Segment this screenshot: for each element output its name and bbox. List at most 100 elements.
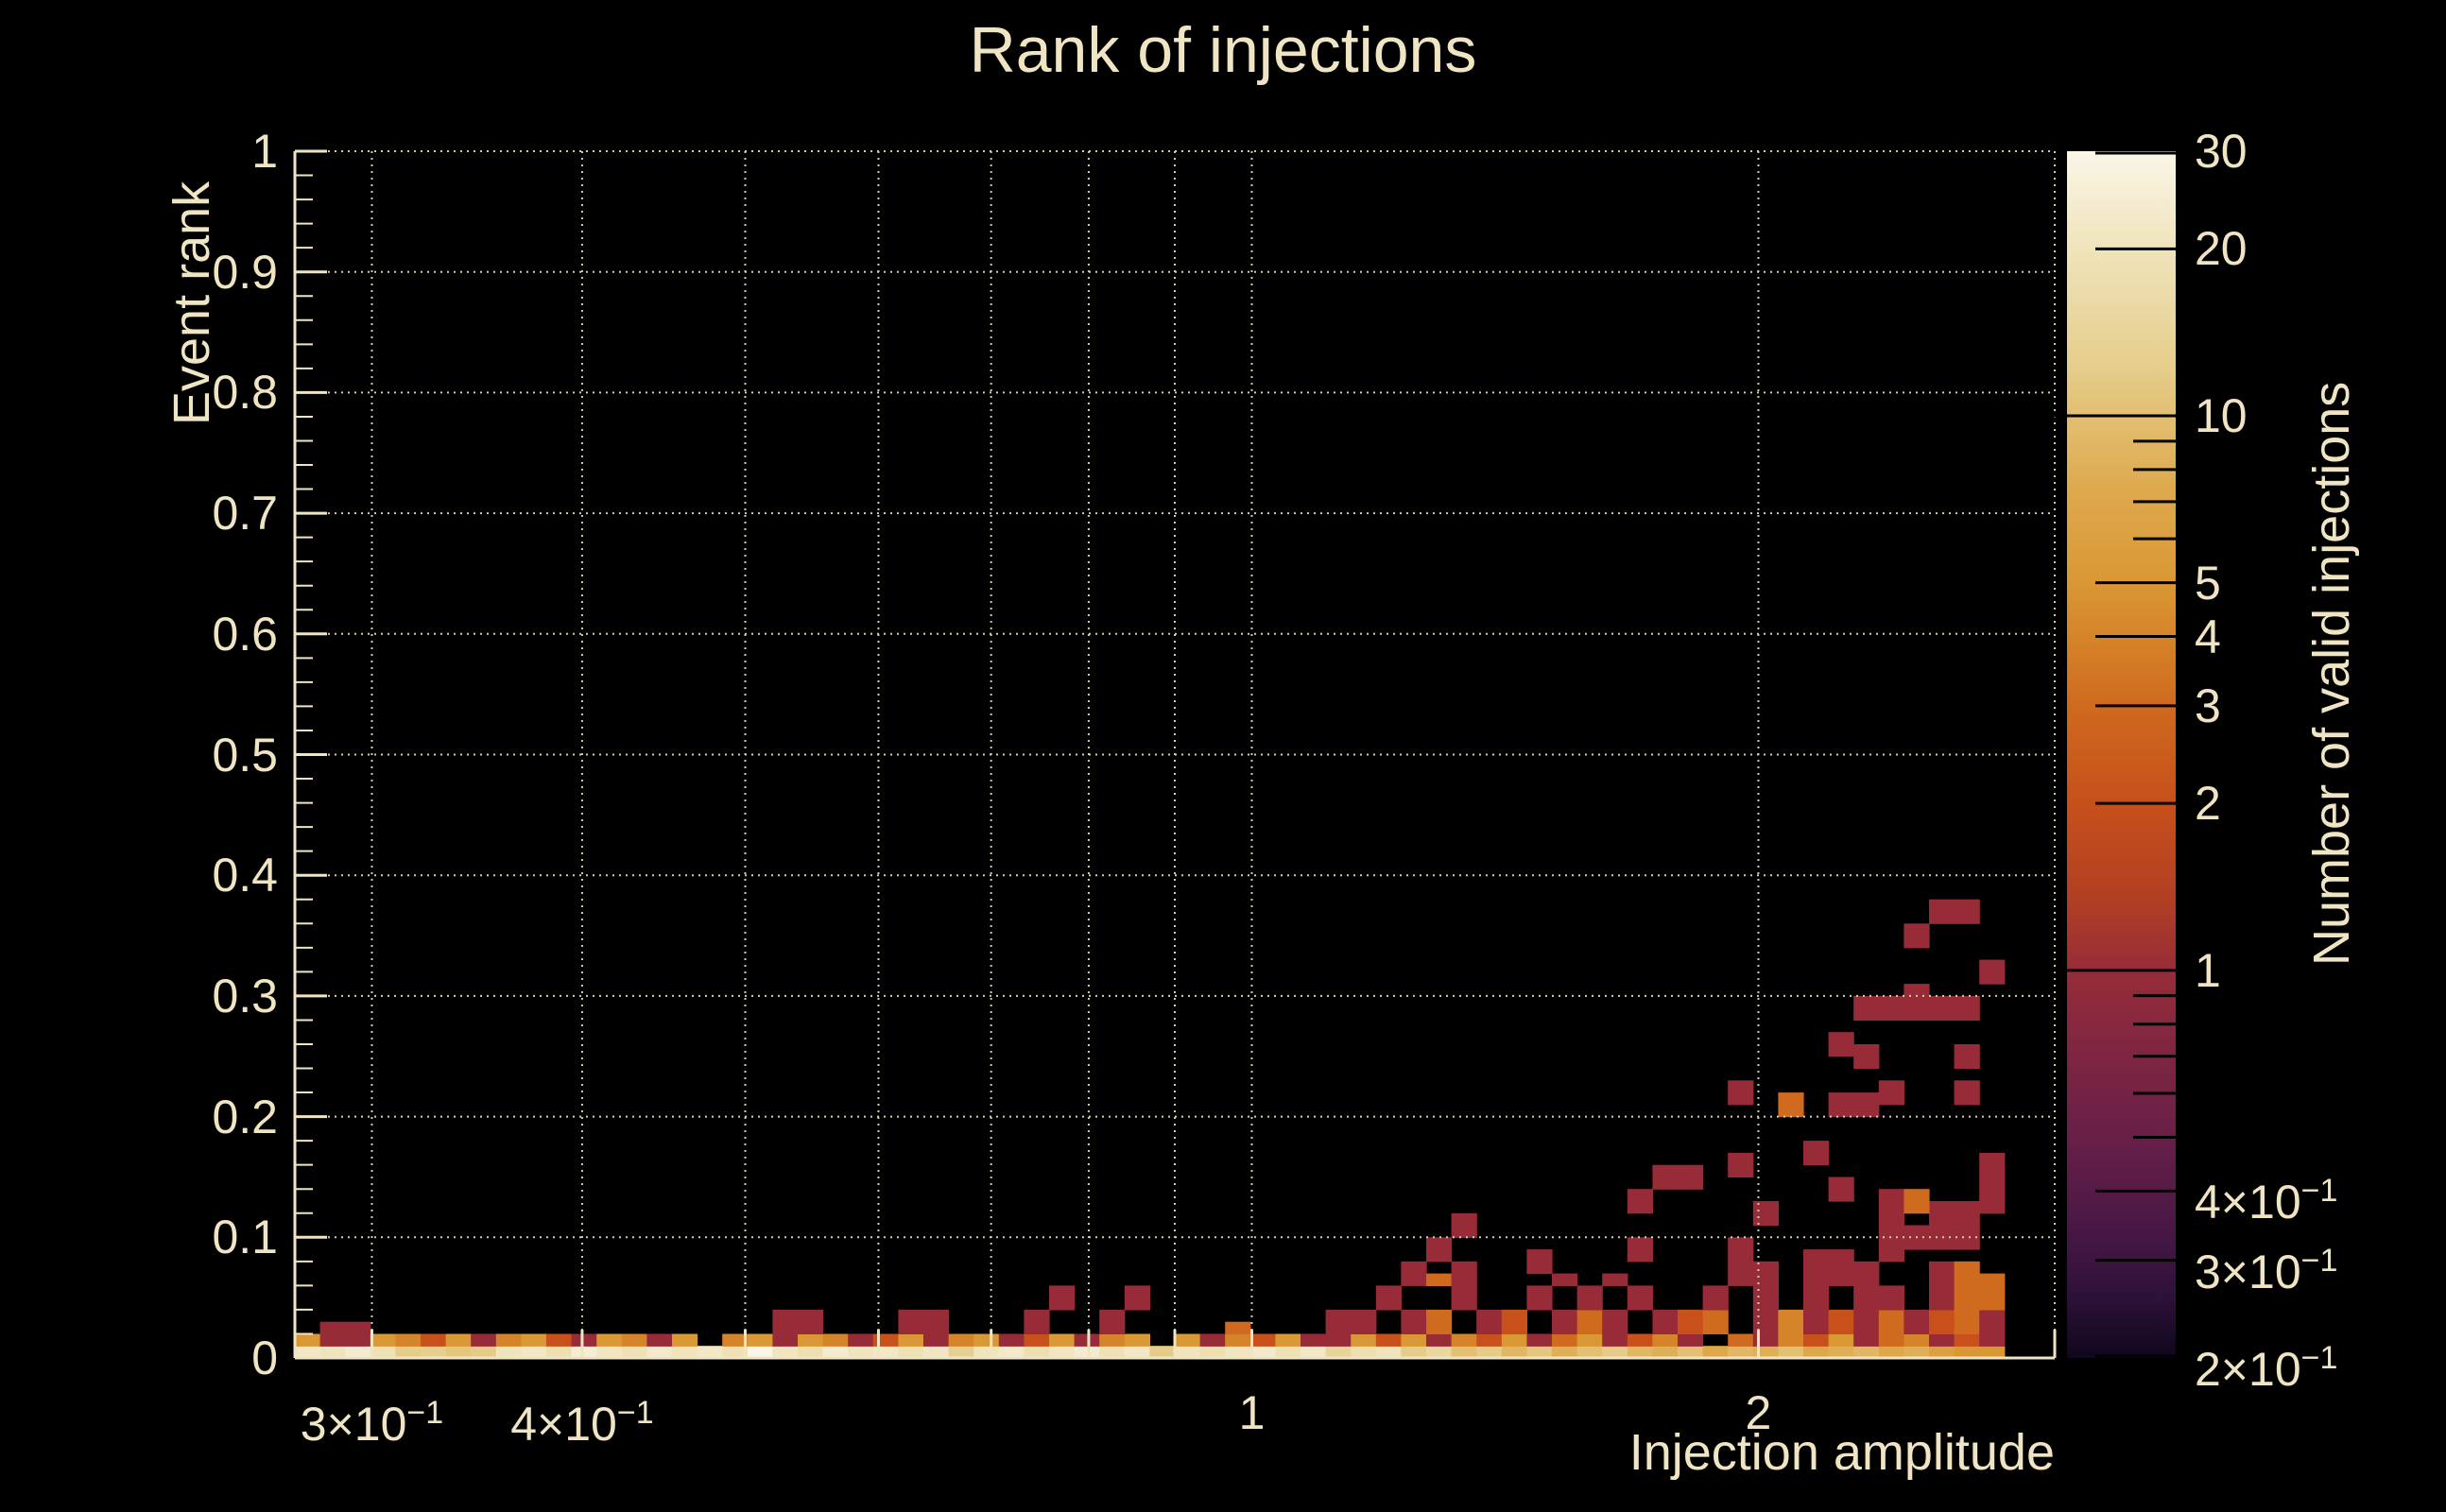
heatmap-cell <box>772 1309 799 1334</box>
heatmap-cell <box>395 1333 422 1347</box>
heatmap-cell <box>1954 1333 1980 1347</box>
heatmap-cell <box>1375 1285 1402 1311</box>
heatmap-cell <box>1249 1346 1276 1359</box>
heatmap-cell <box>1878 1212 1904 1238</box>
x-tick-label: 3×10−1 <box>300 1395 444 1451</box>
heatmap-cell <box>1728 1152 1754 1177</box>
heatmap-cell <box>1853 1285 1880 1311</box>
heatmap-cell <box>1526 1285 1553 1311</box>
heatmap-cell <box>1828 1177 1854 1202</box>
heatmap-cell <box>1954 1044 1980 1070</box>
heatmap-cell <box>1979 1273 2006 1286</box>
heatmap-cell <box>1702 1309 1729 1334</box>
heatmap-cell <box>495 1346 522 1359</box>
heatmap-cell <box>822 1346 849 1359</box>
z-tick-label: 1 <box>2195 943 2221 997</box>
heatmap-cell <box>898 1309 924 1334</box>
heatmap-cell <box>1778 1333 1804 1347</box>
heatmap-cell <box>1501 1309 1527 1334</box>
heatmap-cell <box>1249 1333 1276 1347</box>
heatmap-cell <box>1602 1333 1628 1347</box>
heatmap-cell <box>973 1333 1000 1347</box>
y-tick-label: 0 <box>251 1332 278 1384</box>
heatmap-cell <box>1401 1333 1427 1347</box>
x-tick-label: 4×10−1 <box>510 1395 654 1451</box>
x-tick-label: 2 <box>1745 1386 1772 1439</box>
heatmap-cell <box>596 1333 623 1347</box>
heatmap-cell <box>1853 1346 1880 1359</box>
heatmap-cell <box>1074 1333 1100 1347</box>
heatmap-cell <box>973 1346 1000 1359</box>
heatmap-cell <box>1552 1309 1578 1334</box>
heatmap-cell <box>1325 1309 1352 1334</box>
heatmap-cell <box>1099 1309 1126 1334</box>
heatmap-cell <box>621 1346 647 1359</box>
heatmap-cell <box>923 1346 950 1359</box>
heatmap-cell <box>1301 1346 1327 1359</box>
y-tick-label: 0.4 <box>212 849 278 902</box>
heatmap-cell <box>1929 1201 1955 1227</box>
heatmap-cell <box>1979 1152 2006 1177</box>
heatmap-cell <box>421 1346 447 1359</box>
heatmap-cell <box>1828 1346 1854 1359</box>
heatmap-cell <box>1426 1237 1453 1263</box>
heatmap-cell <box>1652 1346 1679 1359</box>
heatmap-cell <box>1325 1333 1352 1347</box>
z-tick-label: 4 <box>2195 610 2221 663</box>
z-tick-label: 2 <box>2195 777 2221 831</box>
heatmap-cell <box>1929 1333 1955 1347</box>
heatmap-cell <box>1099 1333 1126 1347</box>
heatmap-cell <box>1602 1346 1628 1359</box>
heatmap-cell <box>848 1346 874 1359</box>
heatmap-cell <box>345 1321 371 1335</box>
heatmap-cell <box>1929 899 1955 924</box>
heatmap-cell <box>898 1346 924 1359</box>
heatmap-cell <box>1301 1333 1327 1347</box>
x-tick-label: 1 <box>1238 1386 1266 1439</box>
heatmap-cell <box>421 1333 447 1347</box>
heatmap-cell <box>1351 1333 1377 1347</box>
heatmap-cell <box>471 1346 497 1359</box>
heatmap-cell <box>1954 1080 1980 1106</box>
heatmap-cell <box>1702 1346 1729 1359</box>
heatmap-cell <box>1526 1249 1553 1275</box>
heatmap-cell <box>1199 1346 1226 1359</box>
heatmap-cell <box>923 1309 950 1334</box>
heatmap-cell <box>1752 1333 1779 1347</box>
axes-lines-ticks <box>293 149 2057 1360</box>
heatmap-cell <box>646 1346 673 1359</box>
heatmap-cell <box>1576 1285 1603 1311</box>
x-axis-title: Injection amplitude <box>1628 1424 2055 1481</box>
heatmap-cell <box>1602 1309 1628 1334</box>
heatmap-cell <box>722 1333 749 1347</box>
heatmap-cell <box>1702 1285 1729 1311</box>
heatmap-cell <box>1627 1333 1653 1347</box>
y-tick-label: 0.6 <box>212 607 278 661</box>
heatmap-cell <box>1024 1346 1050 1359</box>
heatmap-cell <box>1878 1080 1904 1106</box>
heatmap-cell <box>1803 1333 1830 1347</box>
heatmap-cell <box>1678 1164 1704 1190</box>
heatmap-cell <box>1803 1249 1830 1286</box>
heatmap-cell <box>1451 1261 1477 1286</box>
heatmap-cell <box>672 1333 698 1347</box>
heatmap-cell <box>1652 1309 1679 1334</box>
heatmap-cell <box>295 1346 321 1359</box>
y-tick-label: 0.3 <box>212 969 278 1022</box>
heatmap-cell <box>722 1346 749 1359</box>
heatmap-cell <box>1903 1333 1930 1347</box>
heatmap-cell <box>471 1333 497 1347</box>
heatmap-cell <box>1501 1333 1527 1347</box>
heatmap-cell <box>1024 1309 1050 1334</box>
heatmap-cell <box>1149 1346 1176 1359</box>
heatmap-cell <box>521 1346 547 1359</box>
heatmap-cell <box>1678 1333 1704 1347</box>
heatmap-cell <box>1752 1261 1779 1286</box>
heatmap-cell <box>848 1333 874 1347</box>
heatmap-cell <box>1954 899 1980 924</box>
z-tick-label: 4×10−1 <box>2195 1173 2338 1229</box>
heatmap-cell <box>1929 1346 1955 1359</box>
heatmap-cell <box>1627 1285 1653 1311</box>
heatmap-cell <box>1828 1249 1854 1286</box>
